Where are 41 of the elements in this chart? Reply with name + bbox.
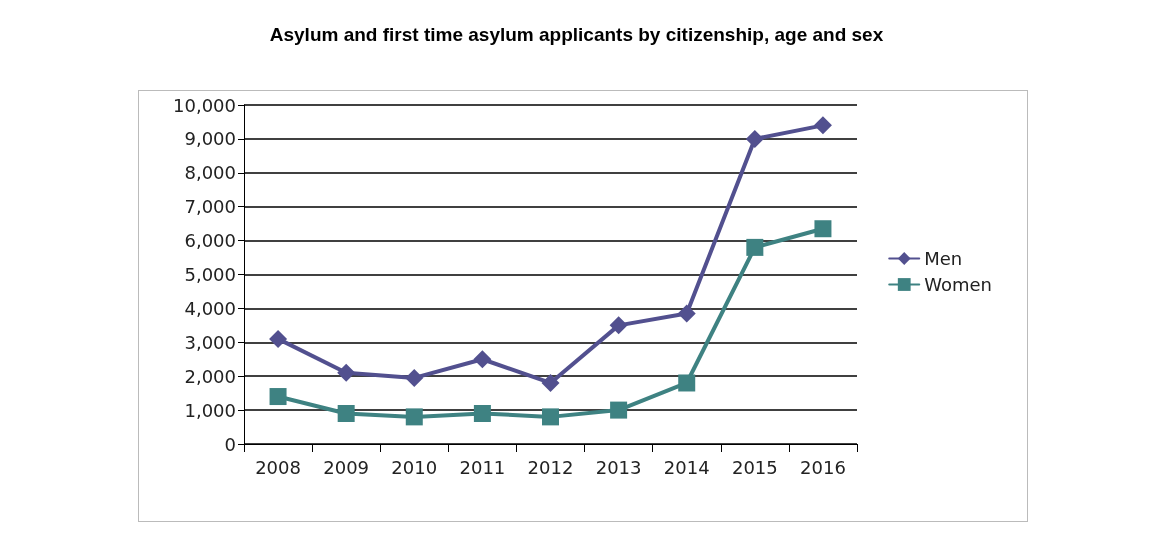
- point: [745, 129, 764, 148]
- y-tick-label: 10,000: [173, 94, 236, 116]
- x-tick-label: 2014: [663, 456, 710, 478]
- y-tick-label: 4,000: [184, 297, 236, 319]
- legend-label: Women: [924, 274, 993, 295]
- y-tick-label: 2,000: [184, 365, 236, 387]
- point: [405, 408, 423, 426]
- point: [609, 316, 628, 335]
- point: [813, 116, 832, 135]
- x-tick-label: 2016: [800, 456, 846, 478]
- y-tick-label: 6,000: [184, 230, 236, 252]
- y-tick-label: 0: [224, 433, 236, 455]
- point: [678, 374, 696, 392]
- x-tick-label: 2011: [459, 456, 506, 478]
- x-tick-label: 2015: [731, 456, 778, 478]
- y-tick-label: 8,000: [184, 162, 236, 184]
- point: [473, 404, 491, 422]
- x-tick-label: 2012: [527, 456, 574, 478]
- point: [542, 408, 559, 426]
- x-tick-label: 2013: [595, 456, 642, 478]
- point: [610, 401, 628, 419]
- y-tick-label: 7,000: [184, 196, 236, 218]
- point: [473, 350, 492, 369]
- y-tick-label: 5,000: [184, 264, 236, 285]
- x-tick-label: 2009: [323, 456, 370, 478]
- point: [269, 388, 287, 406]
- y-tick-label: 3,000: [184, 331, 236, 353]
- point: [541, 373, 560, 392]
- point: [337, 363, 356, 382]
- point: [814, 220, 832, 238]
- y-tick-label: 9,000: [184, 128, 236, 150]
- y-tick-label: 1,000: [184, 399, 236, 421]
- chart-title: Asylum and first time asylum applicants by citizenship, age and sex: [269, 24, 884, 45]
- legend-label: Men: [924, 248, 963, 269]
- point: [405, 368, 424, 387]
- point: [269, 329, 288, 348]
- point: [677, 304, 696, 323]
- point: [746, 238, 764, 256]
- x-tick-label: 2008: [255, 456, 301, 478]
- x-tick-label: 2010: [391, 456, 438, 478]
- point: [337, 404, 355, 422]
